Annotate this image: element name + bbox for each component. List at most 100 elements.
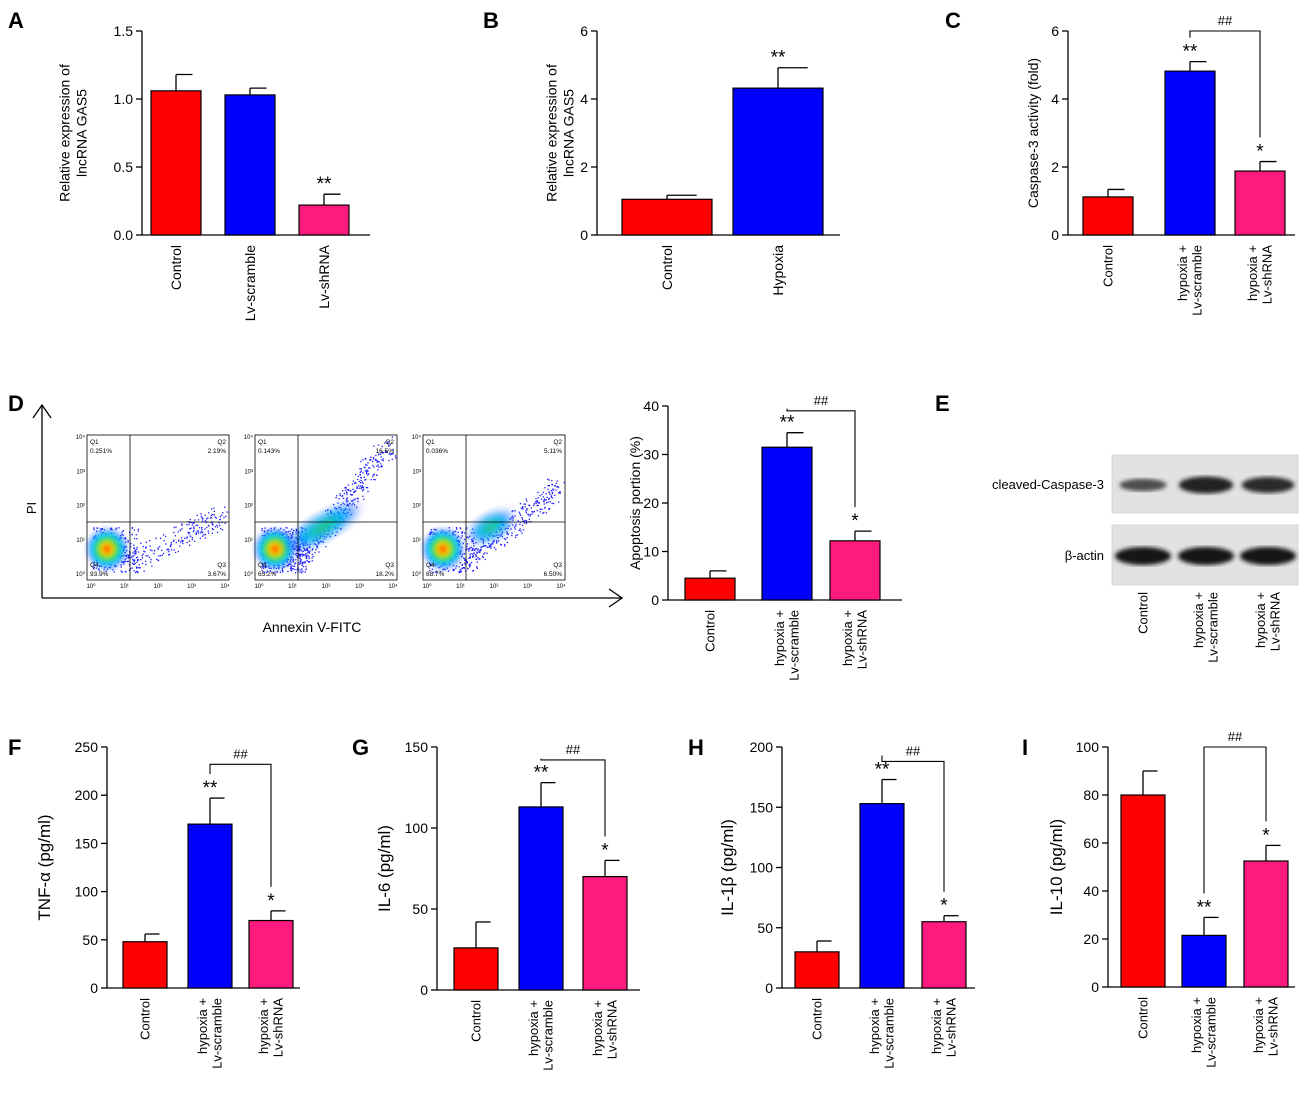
flow-dot (189, 518, 192, 521)
flow-dot (125, 560, 127, 563)
flow-dot (477, 551, 480, 553)
flow-dot (466, 560, 468, 563)
flow-dot (474, 548, 476, 550)
flow-dot (186, 536, 188, 538)
flow-dot (302, 554, 304, 556)
flow-dot (554, 494, 556, 497)
flow-dot (536, 500, 538, 503)
flow-dot (476, 549, 479, 551)
flow-dot (394, 455, 397, 457)
flow-dot (197, 530, 200, 532)
flow-quadrant-value: 0.143% (258, 448, 280, 455)
flow-dot (354, 498, 356, 500)
flow-dot (543, 503, 545, 505)
flow-y-tick-label: 10⁰ (76, 571, 86, 578)
flow-dot (166, 549, 168, 551)
flow-dot (200, 531, 203, 533)
flow-dot (347, 489, 349, 491)
flow-dot (295, 559, 297, 561)
flow-dot (377, 469, 379, 471)
flow-dot (468, 550, 470, 552)
flow-dot (131, 562, 134, 564)
flow-dot (361, 481, 364, 483)
x-tick-label: Hypoxia (770, 245, 786, 296)
flow-dot (467, 548, 470, 550)
flow-dot (137, 551, 140, 553)
flow-y-tick-label: 10² (76, 504, 85, 510)
flow-x-tick-label: 10³ (523, 584, 532, 590)
flow-dot (475, 558, 477, 560)
flow-dot (523, 522, 526, 524)
bar (859, 803, 905, 989)
flow-dot (377, 464, 379, 466)
flow-dot (523, 520, 525, 522)
flow-dot (363, 476, 365, 478)
flow-dot (476, 551, 478, 553)
flow-dot (377, 453, 380, 456)
flow-dot (503, 538, 506, 540)
flow-dot (338, 498, 340, 500)
x-tick-label-line: Control (810, 998, 825, 1040)
blot-lane-label: Control (1136, 592, 1151, 634)
flow-dot (222, 512, 224, 514)
flow-dot (513, 526, 516, 528)
flow-dot (461, 563, 464, 566)
significance-label: ** (771, 48, 786, 69)
y-tick-label: 100 (75, 884, 99, 900)
flow-dot (149, 545, 151, 547)
panel-letter-h: H (688, 735, 704, 760)
flow-dot (181, 539, 183, 542)
flow-quadrant-name: Q4 (258, 562, 267, 569)
x-tick-label: hypoxia +Lv-shRNA (1251, 997, 1281, 1057)
flow-dot (311, 557, 313, 559)
y-tick-label: 200 (750, 739, 774, 755)
significance-bracket (1203, 746, 1267, 894)
flow-dot (373, 473, 376, 475)
blot-lane-label-line: hypoxia + (1191, 592, 1206, 648)
flow-dot (511, 534, 513, 537)
flow-dot (379, 463, 382, 465)
x-tick-label: hypoxia +Lv-scramble (1175, 245, 1205, 316)
bar (1243, 860, 1289, 988)
y-tick-label: 0 (651, 592, 659, 608)
flow-dot (189, 528, 191, 530)
y-tick-label: 0 (1051, 227, 1059, 243)
flow-quadrant-value: 88.7% (426, 571, 445, 578)
flow-dot (498, 540, 500, 542)
flow-dot (346, 497, 348, 499)
flow-dot (537, 504, 539, 507)
flow-dot (210, 516, 212, 519)
flow-dot (553, 502, 555, 505)
flow-dot (353, 482, 356, 484)
flow-dot (542, 496, 544, 498)
flow-dot (489, 544, 492, 546)
significance-label: * (851, 511, 859, 532)
y-tick-label: 250 (75, 739, 99, 755)
flow-dot (136, 561, 138, 563)
flow-dot (529, 513, 531, 516)
flow-dot (162, 552, 165, 555)
flow-dot (125, 571, 127, 573)
flow-dot (368, 467, 370, 469)
flow-dot (293, 565, 296, 568)
flow-dot (452, 568, 454, 571)
flow-dot (361, 485, 364, 487)
panel-letter-f: F (8, 735, 21, 760)
flow-quadrant-value: 3.67% (208, 571, 227, 578)
significance-bracket (540, 758, 606, 837)
flow-dot (534, 501, 537, 503)
flow-dot (463, 567, 466, 569)
flow-quadrant-name: Q3 (553, 562, 562, 569)
flow-dot (96, 527, 98, 529)
flow-dot (357, 497, 359, 500)
flow-dot (308, 552, 311, 554)
flow-dot (382, 458, 384, 460)
significance-label: * (601, 840, 609, 861)
flow-dot (435, 570, 437, 573)
flow-quadrant-name: Q2 (385, 439, 394, 446)
flow-dot (462, 566, 465, 569)
x-tick-label: Control (659, 245, 675, 290)
flow-dot (375, 454, 377, 457)
flow-dot (471, 553, 474, 555)
flow-dot (135, 566, 138, 568)
